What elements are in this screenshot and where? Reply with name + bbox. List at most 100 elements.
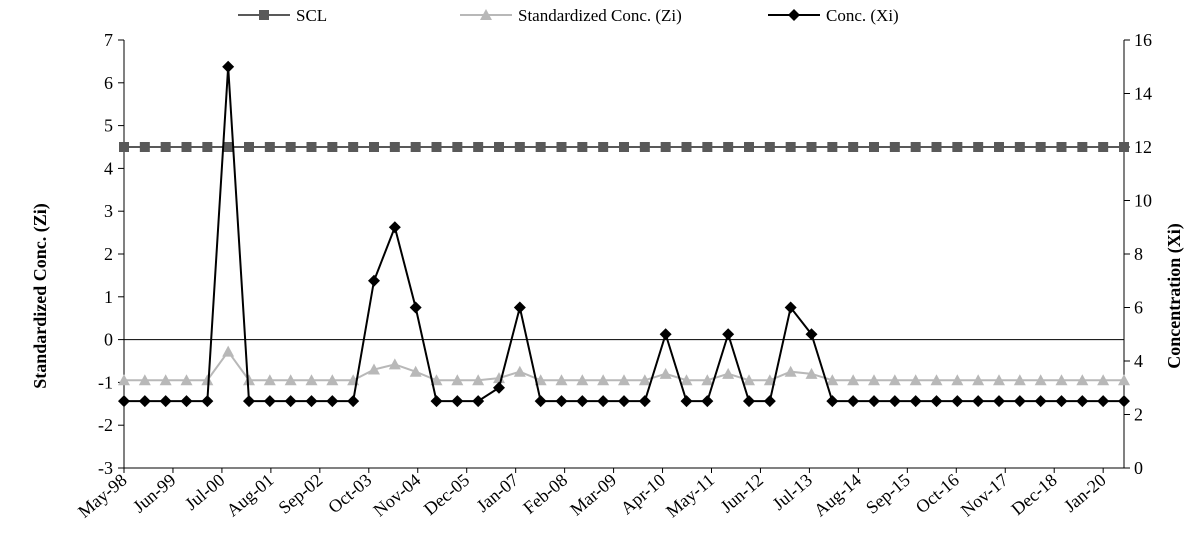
data-point — [410, 142, 421, 152]
data-point — [160, 142, 171, 152]
data-point — [118, 374, 130, 386]
data-point — [701, 374, 714, 386]
data-point — [244, 142, 254, 152]
data-point — [680, 395, 693, 408]
data-point — [722, 367, 735, 379]
data-point — [451, 374, 464, 386]
data-point — [430, 395, 443, 408]
data-point — [223, 142, 234, 152]
data-point — [306, 142, 317, 152]
data-point — [388, 221, 401, 234]
data-point — [681, 142, 692, 152]
data-point — [431, 142, 442, 152]
data-point — [1035, 142, 1046, 152]
data-point — [514, 142, 525, 152]
data-point — [119, 142, 129, 152]
data-point — [805, 367, 818, 379]
data-point — [556, 142, 567, 152]
data-point — [848, 142, 859, 152]
data-point — [1118, 395, 1130, 408]
data-point — [493, 381, 505, 394]
x-tick-label: Feb-08 — [519, 470, 571, 518]
legend-item: SCL — [238, 6, 327, 25]
series-standardized-conc-zi- — [118, 345, 1130, 386]
right-tick-label: 6 — [1134, 298, 1143, 318]
right-tick-label: 2 — [1134, 405, 1143, 425]
data-point — [638, 374, 651, 386]
data-point — [118, 395, 130, 408]
data-point — [638, 395, 651, 408]
data-point — [618, 395, 630, 408]
data-point — [888, 395, 901, 408]
data-point — [1034, 395, 1047, 408]
data-point — [972, 395, 985, 408]
data-point — [910, 142, 921, 152]
data-point — [409, 365, 422, 377]
data-point — [555, 395, 568, 408]
data-point — [701, 395, 714, 408]
data-point — [243, 395, 255, 408]
x-tick-label: Jan-20 — [1060, 470, 1110, 516]
data-point — [847, 374, 860, 386]
data-point — [743, 374, 755, 386]
data-point — [493, 372, 505, 384]
x-tick-label: Apr-10 — [617, 470, 669, 519]
data-point — [513, 301, 526, 314]
data-point — [1119, 142, 1129, 152]
data-point — [201, 395, 214, 408]
data-point — [138, 374, 151, 386]
x-tick-label: Jun-12 — [717, 470, 767, 517]
data-point — [305, 395, 318, 408]
legend-marker — [788, 9, 800, 21]
data-point — [909, 374, 922, 386]
data-point — [180, 374, 193, 386]
data-point — [598, 142, 609, 152]
data-point — [535, 142, 546, 152]
data-point — [826, 374, 839, 386]
data-point — [994, 142, 1004, 152]
data-point — [389, 142, 400, 152]
data-point — [1076, 374, 1089, 386]
series-scl — [119, 142, 1129, 152]
data-point — [369, 142, 379, 152]
data-point — [430, 374, 443, 386]
data-point — [909, 395, 922, 408]
data-point — [763, 374, 776, 386]
data-point — [993, 395, 1005, 408]
data-point — [181, 142, 192, 152]
data-point — [660, 142, 671, 152]
data-point — [138, 395, 151, 408]
x-tick-label: May-11 — [662, 470, 718, 522]
x-tick-label: Nov-17 — [957, 470, 1012, 521]
left-tick-label: -3 — [98, 458, 113, 478]
data-point — [473, 142, 484, 152]
data-point — [951, 374, 964, 386]
data-point — [1097, 374, 1110, 386]
x-tick-label: Dec-18 — [1007, 470, 1060, 519]
data-point — [555, 374, 568, 386]
data-point — [1118, 374, 1130, 386]
left-tick-label: 4 — [104, 158, 113, 178]
x-tick-label: Dec-05 — [420, 470, 473, 519]
legend-label: Conc. (Xi) — [826, 6, 899, 25]
data-point — [827, 142, 838, 152]
data-point — [1098, 142, 1109, 152]
left-tick-label: 5 — [104, 116, 113, 136]
right-axis-title: Concentration (Xi) — [1164, 223, 1185, 368]
data-point — [826, 395, 839, 408]
x-tick-label: Mar-09 — [566, 470, 620, 520]
data-point — [305, 374, 318, 386]
data-point — [452, 142, 463, 152]
data-point — [326, 395, 339, 408]
data-point — [639, 142, 650, 152]
data-point — [264, 142, 275, 152]
legend-marker — [480, 9, 492, 20]
x-tick-label: Oct-16 — [912, 470, 963, 517]
left-tick-label: 1 — [104, 287, 113, 307]
data-point — [263, 374, 276, 386]
data-point — [348, 142, 359, 152]
data-point — [263, 395, 276, 408]
data-point — [139, 142, 150, 152]
left-tick-label: 7 — [104, 30, 113, 50]
